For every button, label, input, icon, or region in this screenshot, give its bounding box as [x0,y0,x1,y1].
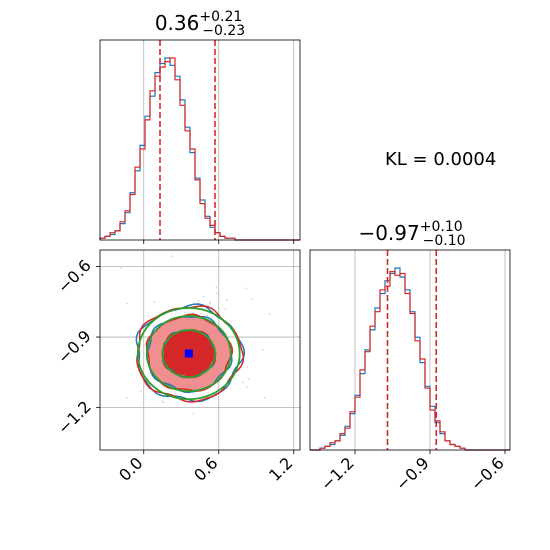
x-tick-label: −0.9 [392,453,433,494]
scatter-point [212,396,215,399]
scatter-point [245,287,248,290]
scatter-point [209,303,211,305]
x-tick-label: −1.2 [317,453,358,494]
scatter-point [140,390,142,393]
scatter-point [161,400,164,402]
scatter-point [120,266,122,269]
contour-line-green-mid [145,314,232,393]
y-title-sup: +0.10 [420,219,463,235]
y-marginal-histograms [310,267,510,451]
contour-line-green-inner [161,329,216,379]
y-marginal-quantile-lines [386,250,438,450]
y-tick-label: −1.2 [54,397,95,438]
scatter-point [192,412,195,415]
scatter-point [247,378,250,380]
kl-annotation: KL = 0.0004 [385,149,496,170]
scatter-point [153,301,156,303]
y-title-sub: −0.10 [423,233,466,249]
scatter-point [147,373,150,375]
y-marginal-title: −0.97+0.10 −0.10 [358,219,465,249]
scatter-point [268,313,271,315]
scatter-point [174,394,177,396]
scatter-point [225,298,228,301]
scatter-point [262,349,265,352]
y-marginal-grid [354,250,506,450]
scatter-point [161,386,164,389]
y-marginal-frame [309,249,511,451]
scatter-point [263,396,266,399]
scatter-point [215,286,218,289]
y-title-main: −0.97 [358,221,419,245]
y-tick-label: −0.6 [54,256,95,297]
x-tick-label: 1.2 [265,453,296,484]
scatter-point [224,308,227,310]
joint-y-ticks: −0.6 −0.9 −1.2 [54,256,100,438]
scatter-point [242,381,245,384]
y-marginal-x-ticks: −1.2 −0.9 −0.6 [317,450,508,494]
scatter-point [202,295,205,298]
x-tick-label: 0.6 [190,453,221,484]
scatter-point [251,298,253,301]
joint-panel: 0.0 0.6 1.2 −0.6 −0.9 −1.2 [54,249,301,485]
histogram-series-red [310,271,510,451]
x-marginal-frame [99,39,301,241]
y-tick-label: −0.9 [54,326,95,367]
scatter-point [126,302,128,305]
x-title-sup: +0.21 [199,9,242,25]
scatter-point [246,366,249,368]
x-title-sub: −0.23 [202,23,245,39]
scatter-point [206,314,209,317]
scatter-point [215,292,218,295]
median-marker [184,349,193,358]
scatter-point [126,397,128,399]
x-marginal-grid [143,40,295,240]
x-title-main: 0.36 [155,11,200,35]
scatter-point [162,401,165,403]
x-marginal-title: 0.36+0.21 −0.23 [155,9,245,39]
x-tick-label: −0.6 [467,453,508,494]
contour-line-green-outer [136,306,241,401]
scatter-point [245,386,248,389]
x-marginal-panel: 0.36+0.21 −0.23 [99,9,301,244]
y-marginal-panel: −0.97+0.10 −0.10 −1.2 −0.9 −0.6 [309,219,511,494]
scatter-point [170,255,173,258]
x-marginal-histograms [99,57,300,244]
scatter-point [229,320,232,323]
x-tick-label: 0.0 [115,453,146,484]
scatter-point [184,311,187,314]
x-marginal-quantile-lines [159,40,216,240]
joint-contour-lines [135,303,246,403]
joint-x-ticks: 0.0 0.6 1.2 [115,450,297,485]
scatter-point [209,301,211,304]
histogram-series-blue [99,57,300,241]
scatter-point [197,300,200,302]
scatter-point [140,349,142,352]
scatter-point [200,312,203,315]
joint-frame [99,249,301,451]
